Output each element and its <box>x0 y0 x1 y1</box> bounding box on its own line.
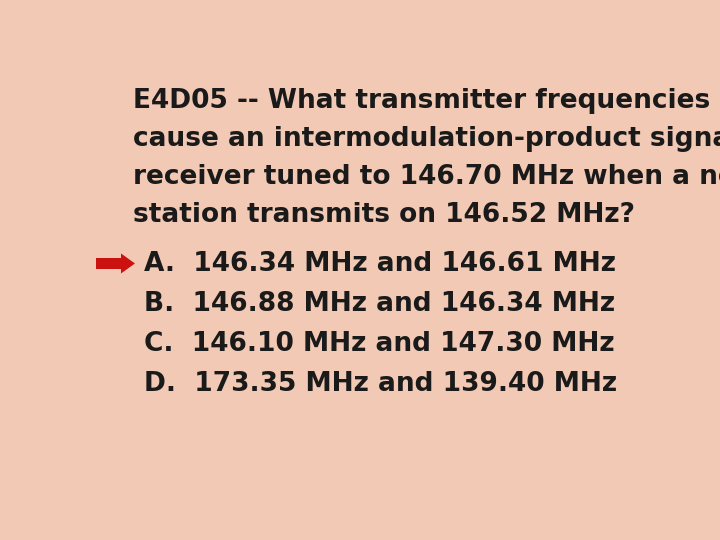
Polygon shape <box>121 253 135 273</box>
Text: D.  173.35 MHz and 139.40 MHz: D. 173.35 MHz and 139.40 MHz <box>144 372 617 397</box>
Text: E4D05 -- What transmitter frequencies would
cause an intermodulation-product sig: E4D05 -- What transmitter frequencies wo… <box>132 88 720 228</box>
Polygon shape <box>96 258 121 269</box>
Text: C.  146.10 MHz and 147.30 MHz: C. 146.10 MHz and 147.30 MHz <box>144 331 615 357</box>
Text: A.  146.34 MHz and 146.61 MHz: A. 146.34 MHz and 146.61 MHz <box>144 251 616 277</box>
Text: B.  146.88 MHz and 146.34 MHz: B. 146.88 MHz and 146.34 MHz <box>144 291 616 317</box>
